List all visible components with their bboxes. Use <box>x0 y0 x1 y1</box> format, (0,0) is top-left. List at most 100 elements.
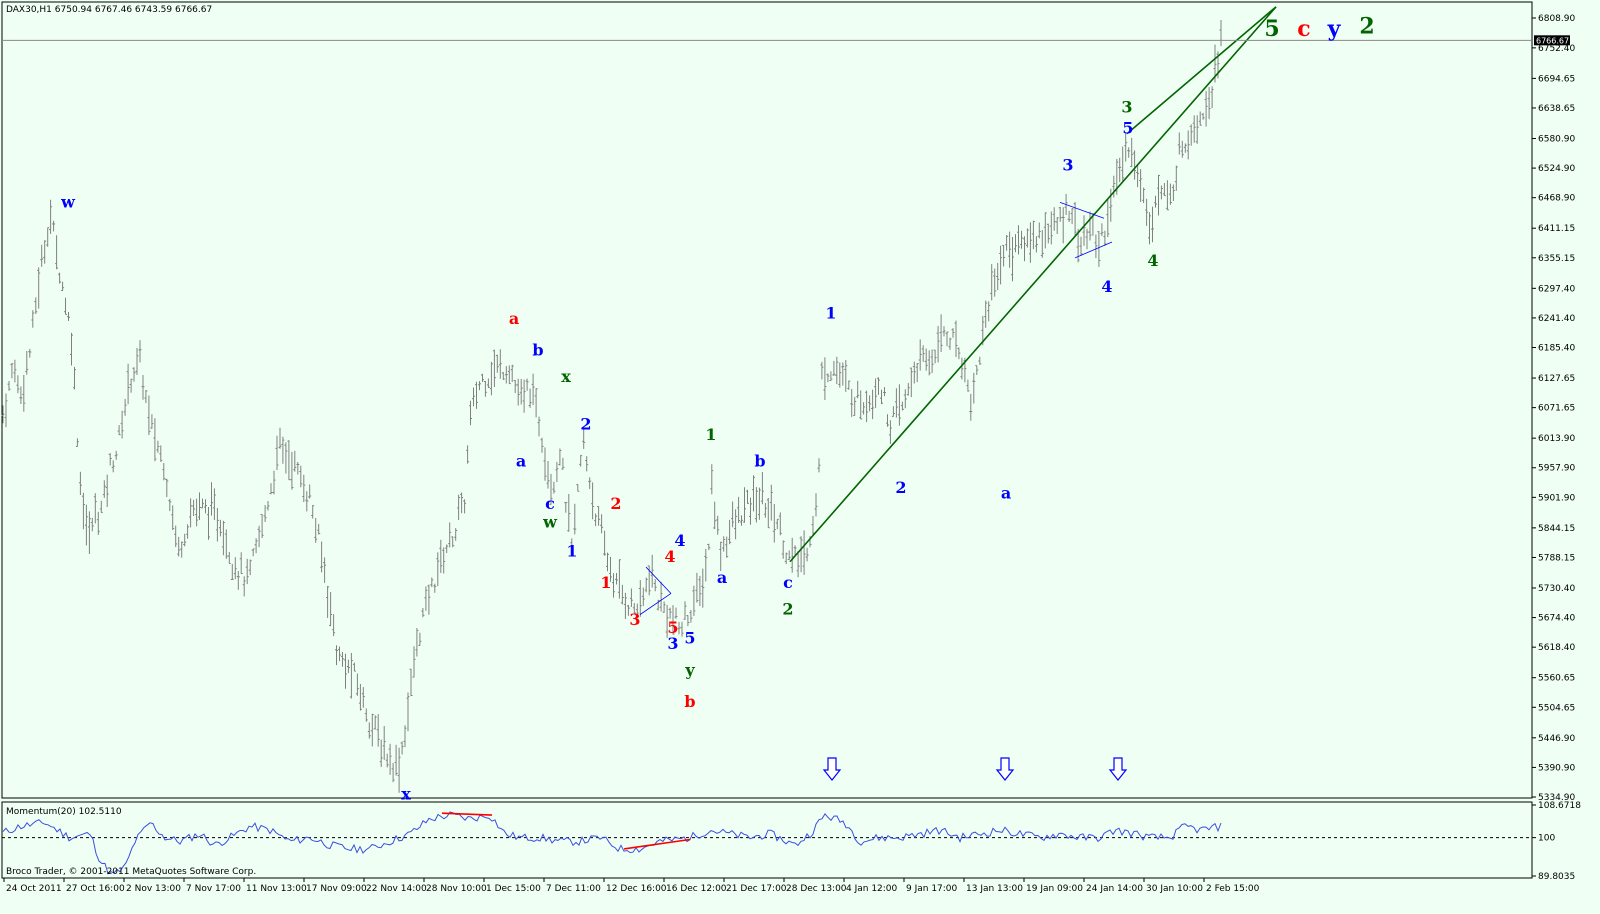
price-bar <box>722 536 726 552</box>
price-bar <box>677 621 681 635</box>
price-bar <box>510 364 514 382</box>
time-tick-label: 28 Nov 10:00 <box>426 884 487 894</box>
time-tick-label: 4 Jan 12:00 <box>846 884 898 894</box>
price-bar <box>909 367 913 398</box>
price-bar <box>871 389 875 420</box>
wave-label: b <box>684 692 695 711</box>
channel-line <box>1059 202 1105 219</box>
price-bar <box>838 362 842 388</box>
price-bar <box>469 400 472 426</box>
wave-label: 5 <box>1264 16 1279 42</box>
price-bar <box>111 460 115 473</box>
down-arrow-icon <box>822 757 842 781</box>
price-bar <box>338 646 341 662</box>
wave-label: 1 <box>566 541 577 560</box>
price-bar <box>1118 157 1122 183</box>
price-bar <box>564 501 568 513</box>
price-bar <box>987 301 991 322</box>
price-bar <box>1154 195 1157 208</box>
price-bar <box>58 272 62 284</box>
price-bar <box>212 488 216 521</box>
price-bar <box>600 514 604 534</box>
price-bar <box>162 463 166 481</box>
price-bar <box>439 539 443 573</box>
wave-label: b <box>532 341 543 360</box>
price-bar <box>615 573 618 585</box>
price-bar <box>1103 230 1107 246</box>
price-bar <box>430 577 434 588</box>
wave-label: 4 <box>1101 277 1112 296</box>
price-bar <box>483 381 487 397</box>
price-bar <box>46 227 50 247</box>
price-bar <box>1162 183 1166 197</box>
price-tick-label: 6580.90 <box>1538 134 1575 144</box>
price-bar <box>391 762 395 783</box>
trendline[interactable] <box>789 6 1277 563</box>
price-bar <box>603 530 607 556</box>
price-bar <box>344 653 347 689</box>
price-bar <box>174 525 178 547</box>
price-bar <box>308 484 312 499</box>
price-bar <box>1201 112 1205 120</box>
price-tick-label: 6297.40 <box>1538 284 1575 294</box>
price-bar <box>942 326 946 337</box>
price-bar <box>445 544 449 553</box>
price-bar <box>382 726 386 760</box>
price-bar <box>34 297 38 314</box>
price-bar <box>475 381 478 409</box>
price-bar <box>105 474 109 507</box>
price-bar <box>570 538 574 552</box>
price-bar <box>734 509 738 540</box>
price-bar <box>504 366 508 384</box>
price-bar <box>87 511 91 554</box>
price-bar <box>799 536 803 573</box>
trendline[interactable] <box>1126 6 1277 135</box>
price-bar <box>1210 86 1214 109</box>
price-bar <box>668 607 672 619</box>
price-bar <box>403 725 407 748</box>
price-bar <box>210 482 213 516</box>
price-bar <box>1097 231 1101 267</box>
channel-line <box>1074 241 1113 259</box>
main-panel-frame <box>1 1 1533 799</box>
price-bar <box>436 552 440 586</box>
price-bar <box>177 536 181 557</box>
price-bar <box>498 349 502 379</box>
price-bar <box>466 445 470 464</box>
price-bar <box>28 348 32 358</box>
price-bar <box>1043 212 1047 249</box>
current-price-tag-group: 6766.67 <box>1534 35 1570 46</box>
price-bar <box>912 361 916 384</box>
price-bar <box>707 543 711 551</box>
price-bar <box>314 518 318 543</box>
price-bar <box>180 541 184 558</box>
price-bar <box>114 450 118 460</box>
wave-label: c <box>545 494 555 513</box>
price-bar <box>746 489 749 504</box>
price-bar <box>90 517 94 532</box>
price-bar <box>55 235 59 270</box>
price-bar <box>757 487 761 520</box>
price-bar <box>886 414 889 427</box>
price-bar <box>99 500 103 513</box>
price-bar <box>1070 208 1074 225</box>
price-bar <box>227 552 231 565</box>
price-bar <box>1139 169 1143 202</box>
price-bar <box>778 512 782 536</box>
price-bar <box>582 427 586 449</box>
price-bar <box>207 507 210 540</box>
price-bar <box>406 692 410 732</box>
price-bar <box>906 382 910 396</box>
price-bar <box>195 498 199 527</box>
wave-label: a <box>516 452 526 471</box>
price-bar <box>1180 140 1184 158</box>
price-bar <box>236 571 240 590</box>
price-bar <box>1157 174 1160 216</box>
price-bar <box>1112 175 1116 198</box>
price-bar <box>1037 222 1041 239</box>
price-bar <box>820 361 824 380</box>
price-bar <box>680 621 684 637</box>
price-bar <box>126 363 130 405</box>
price-tick-label: 5560.65 <box>1538 674 1575 684</box>
